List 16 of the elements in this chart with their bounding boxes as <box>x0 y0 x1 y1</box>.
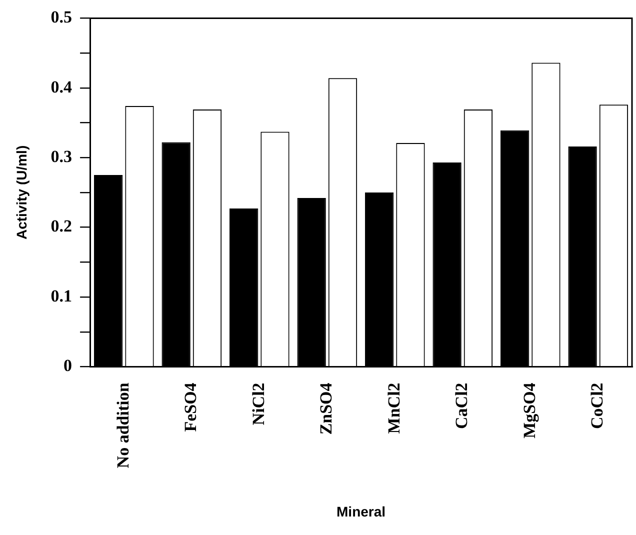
x-tick-label: NiCl2 <box>248 382 268 426</box>
x-tick-label: MgSO4 <box>520 382 539 438</box>
x-axis-title: Mineral <box>336 503 386 520</box>
y-tick-label: 0.1 <box>50 286 72 306</box>
x-tick-label: ZnSO4 <box>316 382 336 435</box>
y-tick-label: 0.5 <box>50 8 72 27</box>
y-axis-title: Activity (U/ml) <box>13 145 30 240</box>
x-tick-label: No addition <box>113 382 132 468</box>
x-tick-label: CaCl2 <box>452 382 472 429</box>
x-tick-label: FeSO4 <box>181 382 200 432</box>
y-tick-label: 0.2 <box>50 216 72 236</box>
y-tick-label: 0 <box>64 356 72 376</box>
x-tick-label: MnCl2 <box>384 382 404 434</box>
y-tick-label: 0.3 <box>50 146 72 166</box>
x-tick-label: CoCl2 <box>588 382 607 429</box>
y-tick-label: 0.4 <box>50 77 73 96</box>
